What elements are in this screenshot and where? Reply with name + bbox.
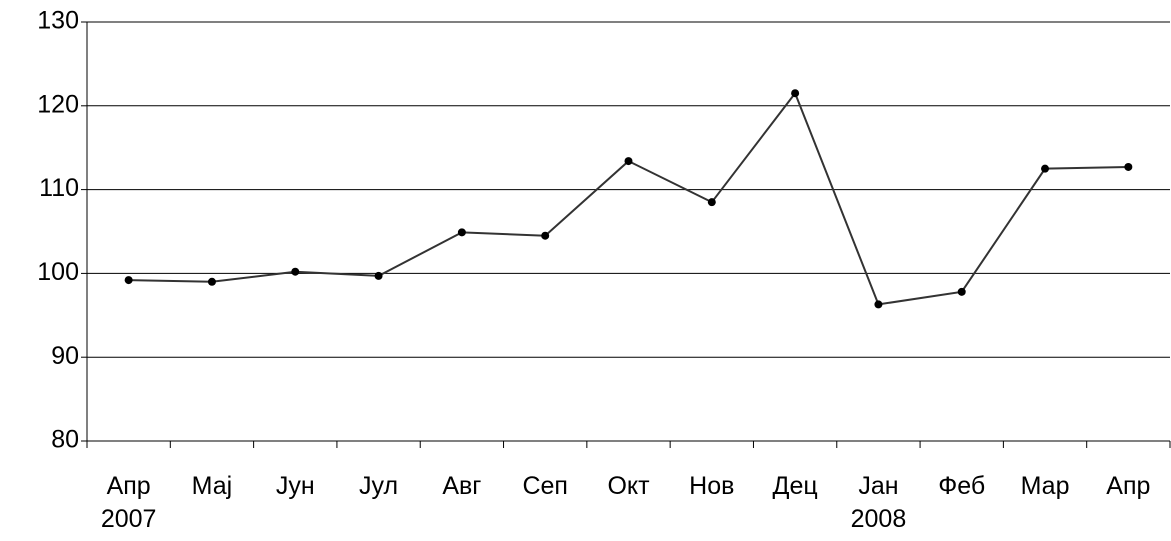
x-tick-label: Нов — [689, 472, 734, 500]
x-tick-label: Јул — [359, 472, 398, 500]
point — [124, 276, 133, 285]
x-tick-label: Дец — [773, 472, 818, 500]
point — [957, 287, 966, 296]
point — [207, 277, 216, 286]
point — [1124, 162, 1133, 171]
x-tick-label: Окт — [607, 472, 650, 500]
x-tick-label: Апр — [1106, 472, 1150, 500]
point — [291, 267, 300, 276]
y-tick-label: 120 — [37, 90, 79, 118]
x-tick-label: Авг — [442, 472, 481, 500]
y-tick-label: 110 — [39, 174, 79, 202]
x-tick-label: Јан 2008 — [851, 472, 907, 533]
x-tick-label: Мар — [1021, 472, 1070, 500]
line — [128, 91, 1129, 306]
point — [791, 89, 800, 98]
y-tick-label: 90 — [51, 342, 79, 370]
point — [624, 157, 633, 166]
point — [707, 198, 716, 207]
y-tick-label: 80 — [51, 426, 79, 454]
x-tick-label: Феб — [938, 472, 985, 500]
x-tick-label: Сеп — [522, 472, 568, 500]
y-tick-label: 130 — [37, 7, 79, 35]
x-tick-label: Апр 2007 — [101, 472, 157, 533]
point — [457, 228, 466, 237]
point — [1041, 164, 1050, 173]
point — [874, 300, 883, 309]
point — [374, 271, 383, 280]
y-tick-label: 100 — [37, 258, 79, 286]
point — [541, 231, 550, 240]
x-tick-label: Јун — [276, 472, 315, 500]
x-tick-label: Мај — [192, 472, 233, 500]
